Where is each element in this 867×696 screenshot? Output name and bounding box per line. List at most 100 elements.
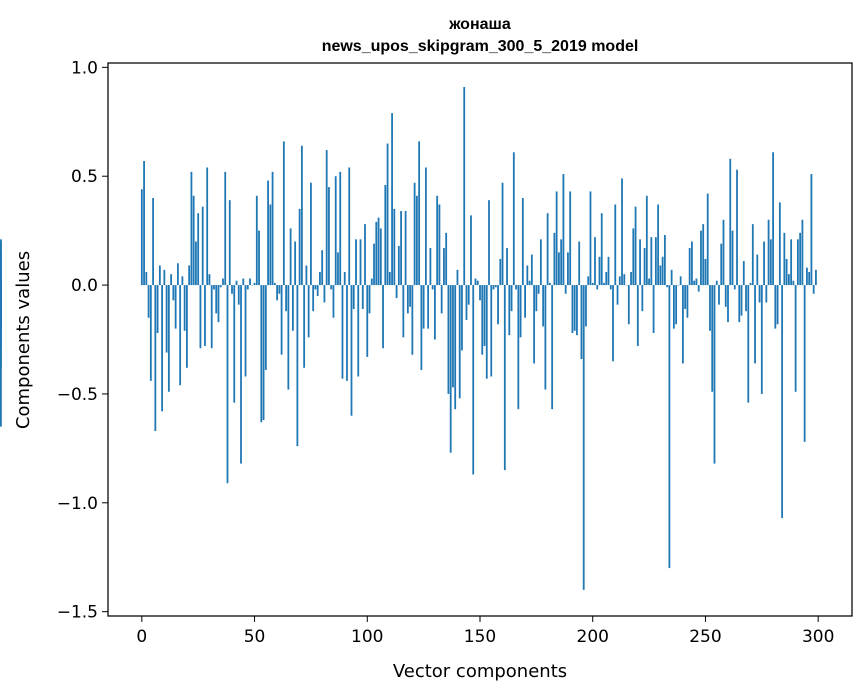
- bar-107: [382, 285, 384, 349]
- chart-title: жонаша: [448, 16, 511, 33]
- bar-187: [562, 174, 565, 286]
- bar-290: [794, 285, 797, 392]
- bar-268: [745, 285, 747, 312]
- bar-230: [659, 265, 662, 286]
- bar-193: [576, 285, 578, 336]
- bar-204: [600, 213, 603, 286]
- bar-13: [170, 274, 173, 286]
- x-tick-label: 100: [351, 627, 383, 647]
- bar-84: [330, 285, 333, 290]
- bar-241: [684, 285, 687, 310]
- bar-79: [319, 272, 321, 286]
- bar-194: [578, 241, 581, 286]
- bar-148: [474, 278, 477, 286]
- bar-71: [300, 145, 303, 286]
- bar-212: [618, 276, 621, 286]
- bar-78: [316, 285, 319, 296]
- bar-93: [350, 285, 353, 416]
- bar-288: [790, 239, 793, 286]
- bar-53: [260, 285, 263, 423]
- bar-66: [289, 228, 292, 286]
- bar-135: [445, 232, 448, 286]
- bar-9: [161, 285, 164, 412]
- bar-279: [769, 239, 772, 286]
- bar-129: [431, 285, 434, 290]
- bar-147: [472, 285, 475, 475]
- bar-112: [393, 208, 396, 286]
- bar-46: [244, 285, 247, 377]
- bar-6: [154, 285, 157, 431]
- bar-99: [364, 224, 366, 286]
- bar-141: [458, 285, 461, 399]
- bar-181: [548, 282, 551, 286]
- bar-286: [785, 258, 788, 286]
- bar-115: [400, 211, 402, 286]
- bar-150: [479, 285, 481, 301]
- bar-144: [465, 285, 468, 320]
- bar-20: [186, 285, 188, 368]
- bar-22: [190, 171, 193, 286]
- bar-92: [348, 167, 351, 286]
- bar-192: [573, 285, 576, 331]
- bar-249: [702, 224, 705, 286]
- bar-87: [337, 252, 339, 286]
- bar-266: [740, 285, 743, 316]
- bar-185: [558, 252, 560, 286]
- bar-163: [508, 285, 511, 336]
- bar-157: [494, 285, 497, 288]
- bar-63: [282, 141, 285, 286]
- bar-254: [713, 285, 716, 464]
- y-axis: 1.0 0.5 0.0 −0.5 −1.0 −1.5: [57, 58, 108, 623]
- bar-series: [0, 86, 817, 590]
- bar-109: [386, 143, 389, 286]
- bar-151: [481, 285, 484, 355]
- bar-233: [666, 285, 669, 288]
- bar-245: [693, 280, 696, 286]
- bar-264: [736, 169, 738, 286]
- bar-17: [179, 285, 182, 386]
- bar-24: [195, 241, 197, 286]
- bar-217: [630, 272, 632, 286]
- bar-156: [492, 285, 495, 290]
- bar-75: [310, 182, 312, 286]
- bar-120: [411, 285, 414, 355]
- bar-121: [413, 182, 416, 286]
- bar-221: [639, 239, 641, 286]
- bar-128: [429, 248, 432, 286]
- bar-124: [420, 285, 423, 370]
- bar-283: [778, 202, 781, 286]
- bar-14: [172, 285, 175, 301]
- bar-69: [296, 285, 299, 447]
- bar-110: [388, 272, 391, 286]
- bar-207: [607, 256, 610, 286]
- bar-222: [641, 285, 644, 312]
- bar-57: [269, 204, 272, 286]
- bar-293: [801, 219, 804, 286]
- bar-227: [652, 285, 655, 333]
- bar-252: [709, 285, 711, 331]
- bar-272: [754, 285, 756, 364]
- bar-undefined: [0, 252, 2, 286]
- bar-206: [605, 272, 608, 286]
- bar-12: [167, 285, 170, 392]
- bar-23: [192, 195, 195, 286]
- bar-243: [688, 248, 691, 286]
- bar-134: [443, 248, 445, 286]
- bar-162: [506, 248, 508, 286]
- bar-102: [370, 278, 373, 286]
- bar-72: [303, 285, 306, 368]
- bar-51: [255, 195, 258, 286]
- bar-142: [461, 285, 463, 351]
- bar-172: [528, 280, 531, 286]
- bar-225: [648, 278, 650, 286]
- bar-267: [742, 261, 745, 286]
- bar-10: [163, 269, 166, 286]
- bar-184: [555, 191, 558, 286]
- bar-259: [724, 285, 727, 307]
- bar-282: [776, 285, 779, 325]
- bar-123: [418, 141, 421, 286]
- bar-21: [188, 265, 191, 286]
- x-tick-label: 0: [136, 627, 147, 647]
- bar-55: [264, 285, 267, 370]
- y-tick-label: 0.5: [71, 167, 98, 187]
